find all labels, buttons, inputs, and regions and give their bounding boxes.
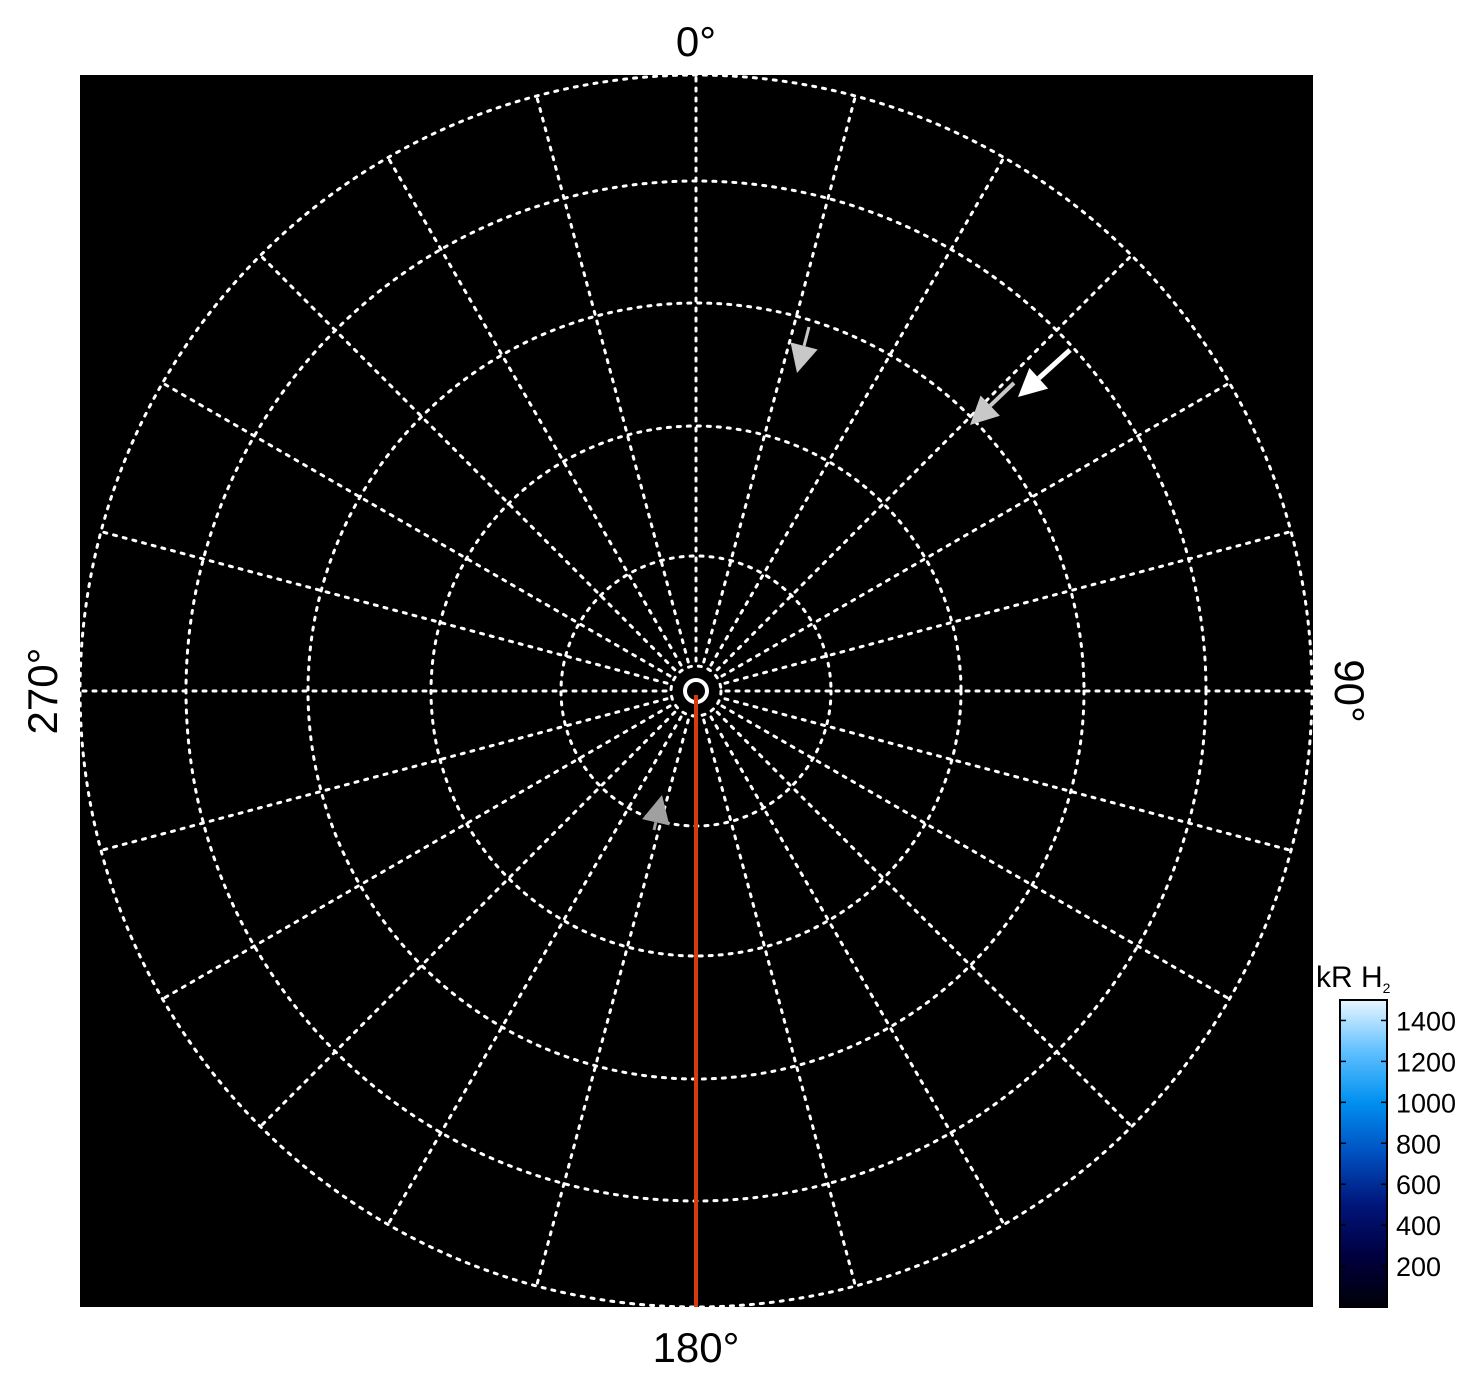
grid-meridian xyxy=(161,704,672,1001)
grid-meridian xyxy=(720,704,1231,1001)
grid-meridian xyxy=(723,530,1293,685)
grid-ring xyxy=(80,75,1313,1307)
colorbar-tick-label: 1200 xyxy=(1396,1047,1456,1077)
grid-meridian xyxy=(715,710,1134,1129)
arrow-marker xyxy=(790,326,818,373)
colorbar-gradient xyxy=(1339,999,1388,1308)
colorbar: kR H2 200 400 600 800 1000 1200 1400 xyxy=(1316,961,1456,1308)
grid-meridian xyxy=(99,697,669,852)
markers xyxy=(642,326,1072,831)
grid-meridian xyxy=(535,718,690,1288)
grid-meridian xyxy=(258,710,677,1129)
grid-meridian xyxy=(386,715,683,1226)
angle-label-180: 180° xyxy=(653,1324,740,1371)
grid-meridian xyxy=(386,156,683,667)
grid-meridian xyxy=(702,94,857,664)
arrow-marker xyxy=(1018,348,1072,397)
colorbar-tick-label: 800 xyxy=(1396,1129,1441,1159)
colorbar-tick-label: 1000 xyxy=(1396,1088,1456,1118)
grid-meridian xyxy=(720,381,1231,678)
colorbar-tick-label: 400 xyxy=(1396,1211,1441,1241)
angle-label-90: 90° xyxy=(1326,659,1373,723)
colorbar-title: kR H2 xyxy=(1316,961,1391,996)
grid-meridian xyxy=(535,94,690,664)
colorbar-tick-label: 200 xyxy=(1396,1252,1441,1282)
angle-label-270: 270° xyxy=(19,648,66,735)
polar-grid xyxy=(80,75,1313,1307)
arrow-marker xyxy=(642,795,670,831)
grid-meridian xyxy=(723,697,1293,852)
grid-meridian xyxy=(709,715,1006,1226)
grid-meridian xyxy=(709,156,1006,667)
grid-ring xyxy=(429,424,963,958)
grid-meridian xyxy=(715,253,1134,672)
colorbar-tick-label: 1400 xyxy=(1396,1006,1456,1036)
colorbar-tick-label: 600 xyxy=(1396,1170,1441,1200)
arrow-marker xyxy=(970,381,1016,425)
grid-meridian xyxy=(258,253,677,672)
grid-meridian xyxy=(99,530,669,685)
angle-label-0: 0° xyxy=(676,18,716,65)
grid-meridian xyxy=(161,381,672,678)
grid-meridian xyxy=(702,718,857,1288)
